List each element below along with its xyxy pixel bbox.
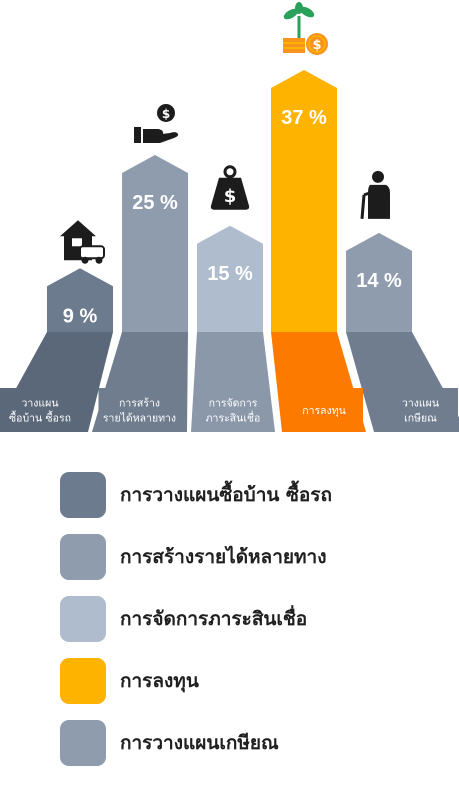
coin-stack (283, 38, 305, 53)
legend-label: การวางแผนซื้อบ้าน ซื้อรถ (120, 484, 333, 506)
bar-chart: 9 %25 %15 %37 %14 %วางแผนซื้อบ้าน ซื้อรถ… (0, 2, 459, 432)
base-label: การลงทุน (302, 405, 346, 417)
legend-swatch (60, 658, 106, 704)
base-label-box (98, 388, 181, 432)
body-shape (368, 184, 390, 219)
legend-swatch (60, 472, 106, 518)
car-body (79, 245, 105, 260)
bar-value-label: 14 % (356, 270, 402, 292)
legend-item: การจัดการภาระสินเชื่อ (60, 594, 450, 644)
bar-value-label: 25 % (132, 192, 178, 214)
plant-coins-icon: $ (283, 2, 328, 55)
base-label: การจัดการ (209, 398, 258, 410)
legend-label: การสร้างรายได้หลายทาง (120, 546, 327, 568)
legend-swatch (60, 534, 106, 580)
bar (346, 232, 412, 332)
bar-value-label: 15 % (207, 263, 253, 285)
bar (47, 268, 113, 332)
dollar-symbol: $ (224, 186, 237, 207)
legend-item: การวางแผนซื้อบ้าน ซื้อรถ (60, 470, 450, 520)
hand-shape (143, 128, 179, 143)
house-car-icon (60, 220, 105, 264)
money-bag-icon: $ (210, 165, 250, 210)
plant-leaf (299, 6, 315, 18)
base-label-box (285, 388, 363, 432)
base-label: ซื้อบ้าน ซื้อรถ (9, 411, 71, 425)
cane-shape (360, 194, 366, 219)
bag-shape (210, 177, 250, 210)
base-label: ภาระสินเชื่อ (206, 411, 261, 425)
legend-item: การลงทุน (60, 656, 450, 706)
legend-label: การลงทุน (120, 670, 199, 692)
base-label-box (383, 388, 458, 432)
hand-money-icon: $ (134, 103, 179, 143)
bar (122, 154, 188, 332)
plant-leaf (295, 2, 303, 14)
car-wheel (81, 256, 89, 264)
legend-swatch (60, 720, 106, 766)
base-label: วางแผน (402, 398, 439, 410)
plant-leaf (283, 8, 299, 20)
base-label-box (197, 388, 269, 432)
arm-shape (363, 191, 371, 197)
base-label: เกษียณ (404, 412, 437, 425)
legend: การวางแผนซื้อบ้าน ซื้อรถ การสร้างรายได้ห… (60, 470, 450, 780)
dollar-symbol: $ (312, 38, 321, 53)
legend-label: การจัดการภาระสินเชื่อ (120, 608, 308, 630)
bar (197, 225, 263, 332)
legend-item: การสร้างรายได้หลายทาง (60, 532, 450, 582)
base-label: การสร้าง (119, 398, 160, 410)
bar-value-label: 9 % (63, 305, 98, 327)
elderly-person-icon (360, 170, 390, 219)
base-label: วางแผน (21, 398, 58, 410)
bar-value-label: 37 % (281, 107, 327, 129)
sleeve-shape (134, 126, 141, 143)
car-wheel (95, 256, 103, 264)
house-window (72, 238, 82, 247)
legend-swatch (60, 596, 106, 642)
dollar-symbol: $ (162, 107, 170, 121)
coin-rim (308, 35, 326, 53)
legend-item: การวางแผนเกษียณ (60, 718, 450, 768)
coin-shape (157, 103, 175, 122)
bar (271, 70, 337, 332)
bag-ring (223, 165, 237, 179)
head-shape (372, 170, 384, 183)
legend-label: การวางแผนเกษียณ (120, 732, 279, 754)
base-label: รายได้หลายทาง (103, 412, 176, 425)
base-label-box (0, 388, 84, 432)
